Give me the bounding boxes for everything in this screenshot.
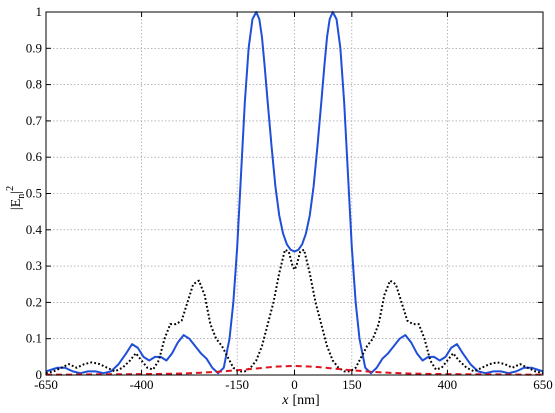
x-tick-label: -150 — [225, 377, 249, 392]
y-axis-title: |En|2 — [5, 186, 27, 210]
y-tick-label: 0.7 — [26, 113, 43, 128]
y-tick-label: 0.9 — [26, 40, 42, 55]
y-tick-label: 0.2 — [26, 294, 42, 309]
y-tick-label: 0.4 — [26, 222, 43, 237]
x-tick-label: 650 — [533, 377, 553, 392]
x-axis-title: x [nm] — [281, 393, 319, 408]
x-tick-label: 400 — [438, 377, 458, 392]
y-tick-label: 0 — [36, 367, 43, 382]
y-tick-label: 0.6 — [26, 149, 43, 164]
series-layer — [45, 11, 544, 376]
x-tick-label: 150 — [342, 377, 362, 392]
grid-lines — [45, 11, 544, 376]
y-tick-label: 0.1 — [26, 331, 42, 346]
svg-text:|En|2: |En|2 — [5, 186, 27, 210]
y-tick-label: 0.3 — [26, 258, 42, 273]
axis-ticks — [45, 11, 544, 376]
x-tick-label: -400 — [130, 377, 154, 392]
series-line-dashed — [46, 364, 543, 376]
series-line-dotted — [45, 248, 544, 375]
tick-labels: -650 -400 -150 0 150 400 650 0 0.1 0.2 0.3 0.4 0.5 0.… — [26, 4, 553, 392]
series-line-solid — [45, 11, 544, 375]
x-tick-label: -650 — [34, 377, 58, 392]
x-tick-label: 0 — [291, 377, 298, 392]
y-tick-label: 0.8 — [26, 77, 42, 92]
y-tick-label: 0.5 — [26, 186, 42, 201]
y-tick-label: 1 — [36, 4, 43, 19]
